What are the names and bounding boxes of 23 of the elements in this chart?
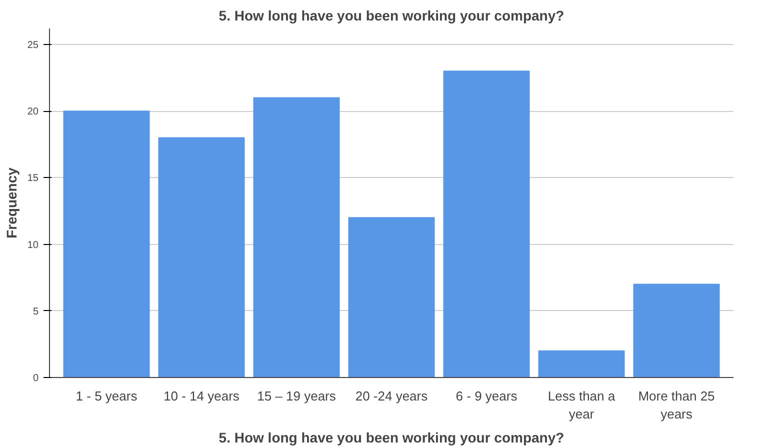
chart-title: 5. How long have you been working your company? bbox=[218, 8, 564, 24]
bar bbox=[63, 110, 150, 378]
bar bbox=[633, 284, 720, 378]
x-tick-label: Less than a year bbox=[548, 388, 616, 422]
bar bbox=[253, 97, 340, 378]
x-tick-label: 15 – 19 years bbox=[257, 388, 336, 404]
y-tick-label: 0 bbox=[32, 373, 39, 384]
y-tick-label: 10 bbox=[27, 240, 39, 251]
bar bbox=[443, 70, 530, 378]
y-tick-label: 25 bbox=[27, 40, 39, 51]
y-tick-label: 5 bbox=[32, 306, 39, 318]
x-tick-label: 6 - 9 years bbox=[456, 388, 518, 404]
x-tick-label: More than 25 years bbox=[638, 388, 715, 422]
y-tick-label: 15 bbox=[27, 173, 39, 184]
y-tick-label: 20 bbox=[27, 106, 39, 118]
x-tick-label: 10 - 14 years bbox=[164, 388, 240, 404]
x-tick-label: 20 -24 years bbox=[355, 388, 428, 404]
bar bbox=[348, 217, 435, 378]
x-tick-label: 1 - 5 years bbox=[76, 388, 138, 404]
bar bbox=[158, 137, 245, 378]
bar bbox=[538, 350, 625, 378]
x-axis-title: 5. How long have you been working your company? bbox=[218, 430, 564, 446]
y-axis-title: Frequency bbox=[3, 167, 20, 238]
